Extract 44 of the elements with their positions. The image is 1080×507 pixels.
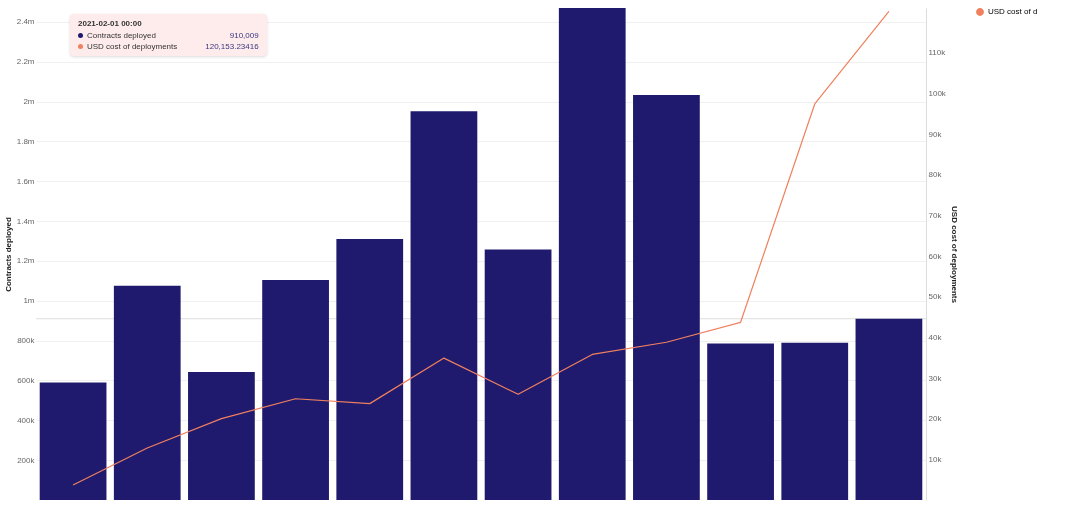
y-tick-label: 600k: [17, 375, 36, 385]
y-tick-label: 800k: [17, 336, 36, 346]
annotation: Contracts deployed: [87, 31, 156, 40]
annotation: USD cost of deployments: [87, 42, 178, 51]
y-tick-label: 200k: [17, 455, 36, 465]
y-tick-label: 1.2m: [16, 256, 35, 266]
bar: [781, 342, 849, 500]
bar: [484, 249, 552, 500]
bar: [855, 318, 923, 500]
legend-label: USD cost of d: [988, 7, 1038, 16]
bar: [558, 8, 626, 500]
y-tick-label: 1.8m: [16, 136, 35, 146]
y2-tick-label: 40k: [928, 332, 943, 342]
bar: [707, 343, 774, 500]
y-axis-title: Contracts deployed: [3, 217, 13, 292]
y2-tick-label: 50k: [928, 292, 943, 302]
bar: [113, 285, 181, 500]
y-tick-label: 400k: [17, 415, 36, 425]
bar: [188, 371, 255, 500]
bar: [39, 382, 107, 500]
y2-tick-label: 30k: [928, 373, 943, 383]
y-tick-label: 1.6m: [16, 176, 35, 186]
annotation: 120,153.23416: [204, 42, 259, 51]
y-tick-label: 2.2m: [16, 57, 35, 67]
bar: [336, 239, 404, 500]
y-tick-label: 2.4m: [16, 17, 35, 27]
line-series: [72, 10, 890, 486]
y-tick-label: 1.4m: [16, 216, 35, 226]
y2-tick-label: 110k: [928, 48, 947, 58]
annotation: 2021-02-01 00:00: [78, 19, 143, 28]
y-tick-label: 2m: [23, 97, 35, 107]
annotation: 910,009: [228, 31, 259, 40]
bar: [410, 111, 478, 500]
y2-tick-label: 100k: [928, 88, 947, 98]
bar: [633, 95, 700, 500]
y2-tick-label: 20k: [928, 414, 943, 424]
y2-tick-label: 70k: [928, 210, 943, 220]
bar: [262, 279, 329, 500]
y2-tick-label: 90k: [928, 129, 943, 139]
y2-tick-label: 10k: [928, 454, 943, 464]
y2-axis-title: USD cost of deployments: [949, 206, 959, 304]
y-tick-label: 1m: [23, 296, 35, 306]
y2-tick-label: 80k: [928, 170, 943, 180]
y2-tick-label: 60k: [928, 251, 943, 261]
